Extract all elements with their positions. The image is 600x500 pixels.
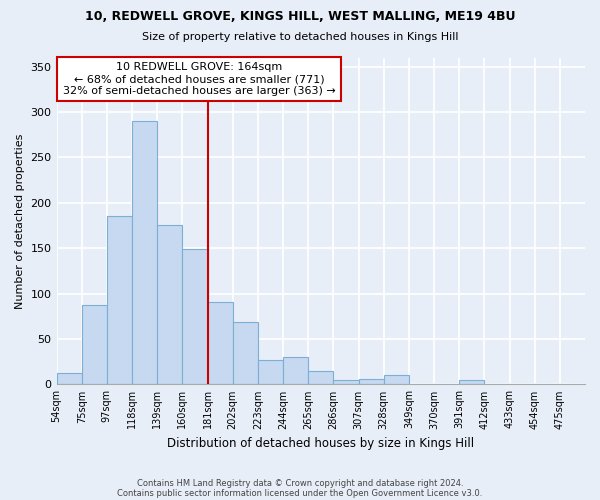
Bar: [157, 224, 182, 384]
Bar: [56, 372, 82, 384]
Bar: [182, 249, 208, 384]
Text: Contains public sector information licensed under the Open Government Licence v3: Contains public sector information licen…: [118, 488, 482, 498]
Text: 10 REDWELL GROVE: 164sqm
← 68% of detached houses are smaller (771)
32% of semi-: 10 REDWELL GROVE: 164sqm ← 68% of detach…: [63, 62, 335, 96]
Bar: [233, 322, 258, 384]
Y-axis label: Number of detached properties: Number of detached properties: [15, 134, 25, 308]
Bar: [459, 380, 484, 384]
Bar: [82, 306, 107, 384]
Bar: [107, 216, 132, 384]
Text: Size of property relative to detached houses in Kings Hill: Size of property relative to detached ho…: [142, 32, 458, 42]
Text: 10, REDWELL GROVE, KINGS HILL, WEST MALLING, ME19 4BU: 10, REDWELL GROVE, KINGS HILL, WEST MALL…: [85, 10, 515, 23]
Text: Contains HM Land Registry data © Crown copyright and database right 2024.: Contains HM Land Registry data © Crown c…: [137, 478, 463, 488]
Bar: [359, 379, 383, 384]
Bar: [334, 380, 359, 384]
X-axis label: Distribution of detached houses by size in Kings Hill: Distribution of detached houses by size …: [167, 437, 475, 450]
Bar: [132, 121, 157, 384]
Bar: [283, 357, 308, 384]
Bar: [258, 360, 283, 384]
Bar: [308, 371, 334, 384]
Bar: [383, 376, 409, 384]
Bar: [208, 302, 233, 384]
